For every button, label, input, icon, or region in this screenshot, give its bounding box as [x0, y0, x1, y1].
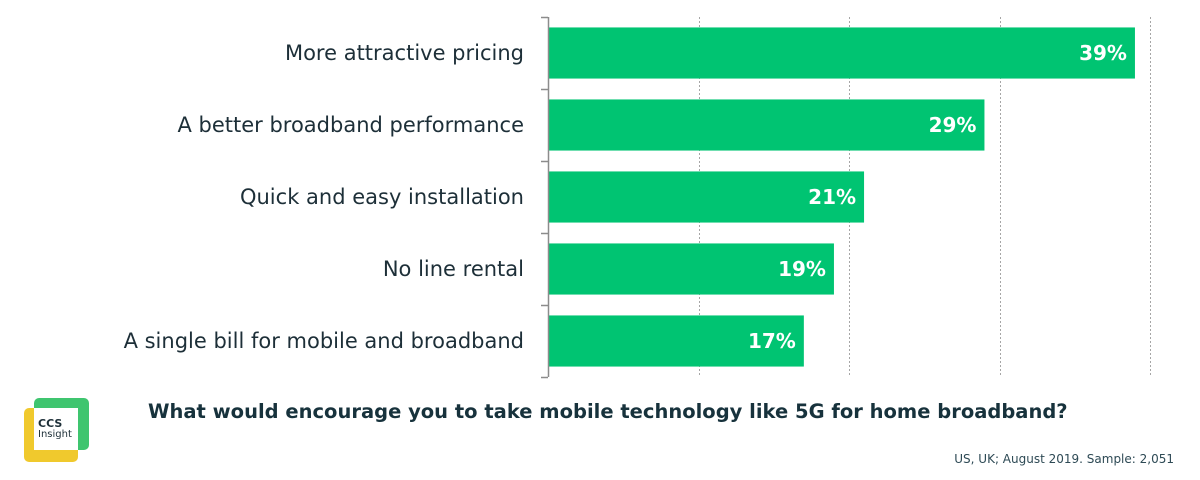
- bar: [548, 243, 834, 295]
- data-label: 29%: [929, 113, 977, 137]
- data-label: 17%: [748, 329, 796, 353]
- category-label: A single bill for mobile and broadband: [124, 329, 524, 353]
- category-label: More attractive pricing: [285, 41, 524, 65]
- bar: [548, 99, 985, 151]
- chart-caption: What would encourage you to take mobile …: [148, 400, 1068, 423]
- bar: [548, 27, 1135, 79]
- category-label: No line rental: [383, 257, 524, 281]
- category-label: A better broadband performance: [177, 113, 524, 137]
- logo-white-inner: [34, 408, 78, 450]
- data-label: 21%: [808, 185, 856, 209]
- category-label: Quick and easy installation: [240, 185, 524, 209]
- source-note: US, UK; August 2019. Sample: 2,051: [954, 452, 1174, 466]
- ccs-insight-logo: CCS Insight: [24, 398, 90, 462]
- data-label: 39%: [1079, 41, 1127, 65]
- logo-text-insight: Insight: [38, 429, 72, 440]
- bar: [548, 171, 865, 223]
- bar: [548, 315, 804, 367]
- logo-text-ccs: CCS: [38, 417, 63, 430]
- bar-chart: 39% More attractive pricing 29% A better br…: [124, 16, 1151, 379]
- data-label: 19%: [778, 257, 826, 281]
